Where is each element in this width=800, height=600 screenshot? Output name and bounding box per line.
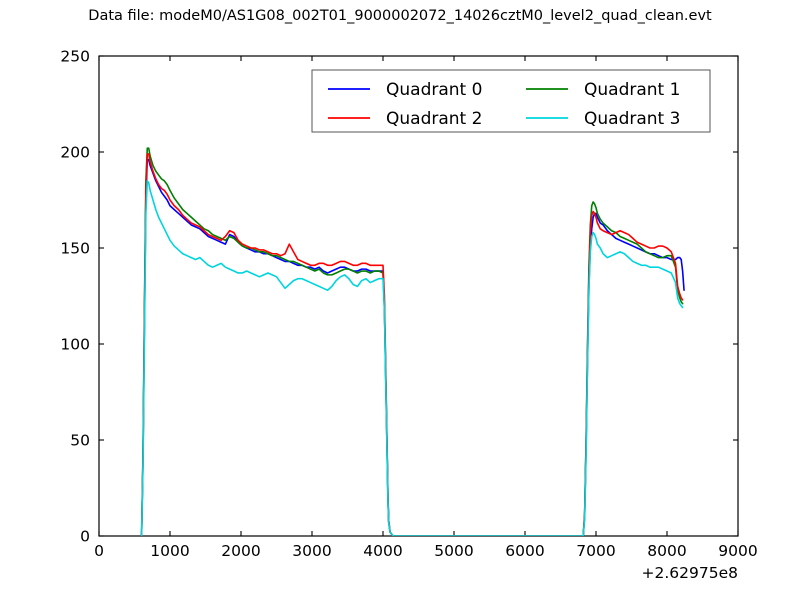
legend-label-quadrant-1: Quadrant 1 bbox=[584, 80, 680, 100]
x-tick-label-5000: 5000 bbox=[434, 542, 473, 560]
x-tick-label-8000: 8000 bbox=[647, 542, 686, 560]
series-line-quadrant-3 bbox=[140, 180, 684, 536]
x-tick-label-3000: 3000 bbox=[292, 542, 331, 560]
x-tick-label-1000: 1000 bbox=[150, 542, 189, 560]
x-axis-ticks bbox=[98, 56, 739, 536]
y-axis-ticks bbox=[99, 55, 738, 537]
legend-label-quadrant-3: Quadrant 3 bbox=[584, 109, 680, 129]
x-tick-label-2000: 2000 bbox=[221, 542, 260, 560]
x-axis-tick-labels: 0 1000 2000 3000 4000 5000 6000 7000 8000 9000 bbox=[94, 542, 758, 560]
legend-entries: Quadrant 0 Quadrant 1 Quadrant 2 Quadrant 3 bbox=[328, 80, 680, 129]
legend[interactable]: Quadrant 0 Quadrant 1 Quadrant 2 Quadrant 3 bbox=[311, 69, 711, 133]
y-tick-label-50: 50 bbox=[70, 432, 90, 450]
data-series-group bbox=[140, 147, 685, 536]
y-tick-label-150: 150 bbox=[60, 240, 90, 258]
page-title: Data file: modeM0/AS1G08_002T01_90000020… bbox=[88, 8, 712, 24]
legend-box bbox=[311, 69, 711, 133]
x-tick-label-0: 0 bbox=[94, 542, 104, 560]
x-tick-label-4000: 4000 bbox=[363, 542, 402, 560]
y-axis-tick-labels: 0 50 100 150 200 250 bbox=[60, 48, 90, 546]
y-tick-label-0: 0 bbox=[80, 528, 90, 546]
x-tick-label-6000: 6000 bbox=[505, 542, 544, 560]
x-tick-label-9000: 9000 bbox=[718, 542, 757, 560]
legend-label-quadrant-0: Quadrant 0 bbox=[386, 80, 482, 100]
series-line-quadrant-2 bbox=[140, 153, 684, 536]
y-tick-label-200: 200 bbox=[60, 144, 90, 162]
y-tick-label-100: 100 bbox=[60, 336, 90, 354]
y-tick-label-250: 250 bbox=[60, 48, 90, 66]
x-axis-offset-label: +2.62975e8 bbox=[642, 564, 738, 582]
x-tick-label-7000: 7000 bbox=[576, 542, 615, 560]
series-line-quadrant-1 bbox=[140, 147, 684, 536]
legend-label-quadrant-2: Quadrant 2 bbox=[386, 109, 482, 129]
plot-frame bbox=[98, 55, 739, 537]
